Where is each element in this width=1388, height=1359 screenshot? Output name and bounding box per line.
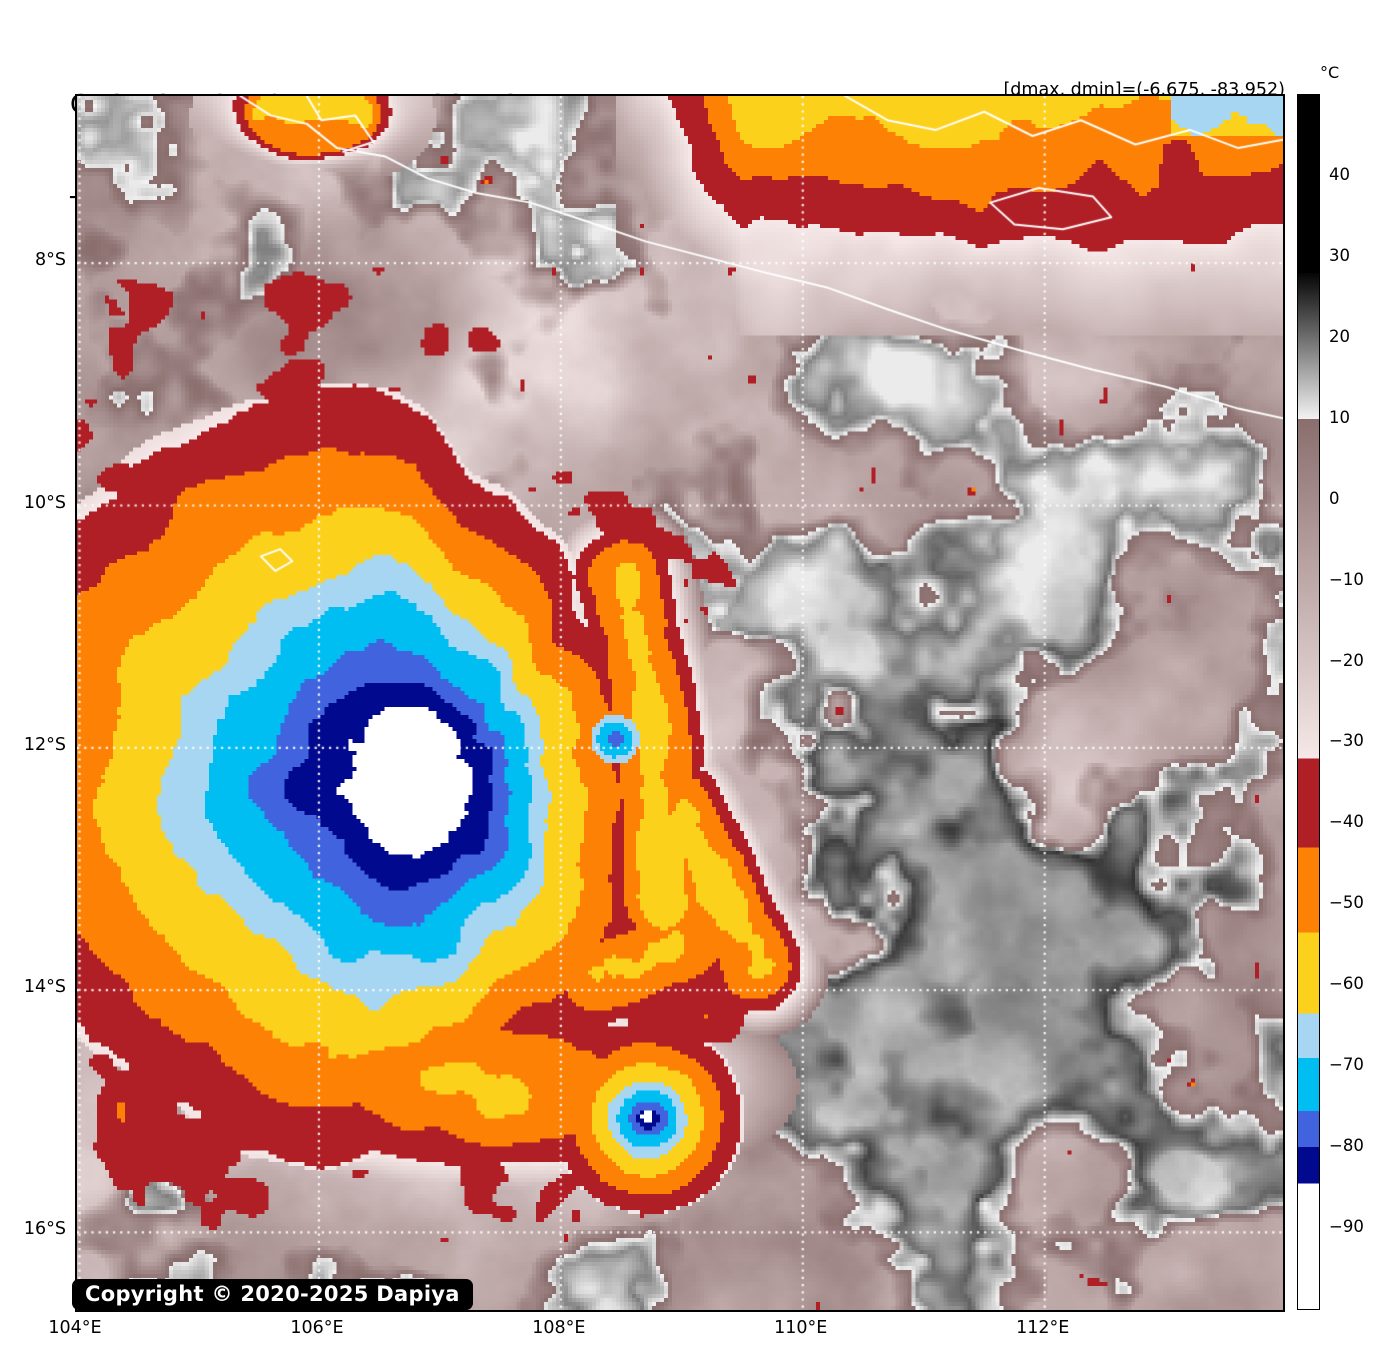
lon-tick-104: 104°E (48, 1318, 102, 1338)
lat-tick-14: 14°S (23, 977, 66, 998)
colorbar-tick-10: 10 (1329, 407, 1350, 427)
lon-tick-106: 106°E (290, 1318, 344, 1338)
colorbar-tick--70: −70 (1329, 1055, 1364, 1075)
lat-tick-8: 8°S (35, 250, 66, 271)
colorbar-tick-0: 0 (1329, 488, 1340, 508)
lat-tick-12: 12°S (23, 734, 66, 755)
colorbar-tick--60: −60 (1329, 974, 1364, 994)
colorbar-tick-40: 40 (1329, 164, 1350, 184)
copyright-badge: Copyright © 2020-2025 Dapiya (72, 1279, 473, 1310)
colorbar-tick--20: −20 (1329, 650, 1364, 670)
colorbar-tick--10: −10 (1329, 569, 1364, 589)
colorbar (1297, 94, 1320, 1310)
lon-tick-108: 108°E (532, 1318, 586, 1338)
lon-tick-112: 112°E (1016, 1318, 1070, 1338)
colorbar-tick--40: −40 (1329, 812, 1364, 832)
lat-tick-16: 16°S (23, 1219, 66, 1240)
lon-tick-110: 110°E (774, 1318, 828, 1338)
lat-tick-10: 10°S (23, 492, 66, 513)
grid-coastline-canvas (77, 96, 1283, 1310)
map-area: Copyright © 2020-2025 Dapiya (72, 94, 1285, 1312)
colorbar-tick-20: 20 (1329, 326, 1350, 346)
colorbar-tick--90: −90 (1329, 1217, 1364, 1237)
colorbar-tick--30: −30 (1329, 731, 1364, 751)
colorbar-unit-label: °C (1320, 63, 1340, 82)
colorbar-tick--50: −50 (1329, 893, 1364, 913)
colorbar-tick--80: −80 (1329, 1136, 1364, 1156)
colorbar-tick-30: 30 (1329, 245, 1350, 265)
